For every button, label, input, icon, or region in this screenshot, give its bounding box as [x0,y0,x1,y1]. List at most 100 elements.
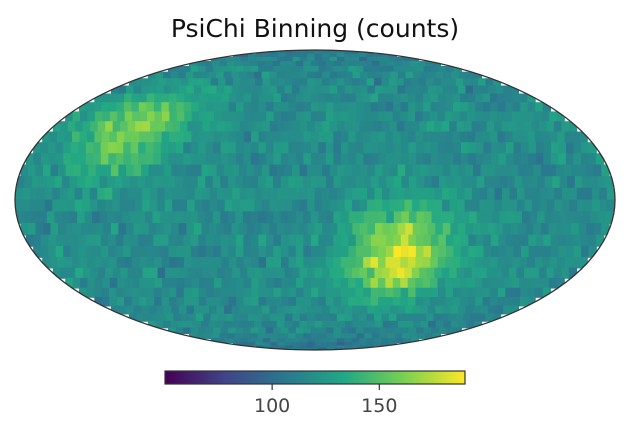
map-pixel [147,71,157,80]
map-pixel [258,245,267,258]
map-pixel [490,257,499,269]
map-pixel [355,287,365,298]
map-pixel [299,187,308,201]
map-pixel [228,111,238,123]
map-pixel [506,211,516,224]
map-pixel [184,277,193,289]
map-pixel [307,56,316,62]
map-pixel [329,267,338,279]
chart-title: PsiChi Binning (counts) [171,14,459,43]
map-pixel [359,313,368,322]
map-pixel [153,287,163,298]
map-pixel [333,153,342,166]
map-pixel [419,267,428,279]
map-pixel [243,65,252,73]
map-pixel [151,78,160,87]
map-pixel [295,277,305,289]
map-pixel [94,111,104,123]
map-pixel [164,199,174,213]
map-pixel [261,71,270,80]
map-pixel [400,142,410,155]
map-pixel [556,164,565,177]
map-pixel [373,56,383,62]
map-pixel [526,111,536,123]
map-pixel [160,142,170,155]
map-pixel [521,245,530,258]
map-pixel [322,320,331,329]
map-pixel [456,187,466,201]
map-pixel [488,164,497,177]
map-pixel [601,223,610,236]
map-pixel [190,234,200,247]
map-pixel [303,176,312,189]
map-pixel [318,257,327,269]
map-pixel [97,121,107,133]
map-pixel [473,71,483,80]
map-pixel [397,320,407,329]
map-pixel [480,164,489,177]
map-pixel [419,187,428,201]
map-pixel [262,342,271,347]
map-pixel [359,53,368,58]
map-pixel [247,267,256,279]
map-pixel [186,85,195,95]
map-pixel [333,211,342,224]
map-pixel [325,153,335,166]
map-pixel [318,93,327,103]
map-pixel [240,342,249,347]
map-pixel [415,142,425,155]
map-pixel [105,267,114,279]
map-pixel [419,199,428,213]
map-pixel [280,65,290,73]
map-pixel [273,142,282,155]
map-pixel [159,176,169,189]
map-pixel [16,176,26,189]
map-pixel [108,234,117,247]
map-pixel [452,287,462,298]
map-pixel [430,142,440,155]
map-pixel [261,305,271,315]
map-pixel [329,53,338,58]
map-pixel [370,65,380,73]
map-pixel [80,111,89,123]
map-pixel [27,223,37,236]
map-pixel [247,338,257,344]
map-pixel [460,257,469,269]
map-pixel [385,131,394,143]
map-pixel [549,131,558,143]
map-pixel [163,320,172,329]
map-pixel [483,142,492,155]
map-pixel [243,234,252,247]
map-pixel [593,223,603,236]
map-pixel [442,164,452,177]
map-pixel [326,347,335,350]
map-pixel [220,65,229,73]
map-pixel [367,164,376,177]
map-pixel [258,65,267,73]
map-pixel [422,111,431,123]
map-pixel [416,327,425,335]
map-pixel [426,78,435,87]
map-pixel [329,345,338,349]
map-pixel [209,305,218,315]
map-pixel [540,164,550,177]
map-pixel [527,297,536,307]
map-pixel [355,277,364,289]
map-pixel [273,211,282,224]
map-pixel [475,102,484,113]
map-pixel [348,142,357,155]
map-pixel [435,223,444,236]
map-pixel [418,78,427,87]
map-pixel [404,121,413,133]
map-pixel [505,234,515,247]
map-pixel [314,78,323,87]
map-pixel [366,56,375,62]
map-pixel [292,187,301,201]
map-pixel [318,287,327,298]
map-pixel [578,223,588,236]
map-pixel [381,53,390,58]
map-pixel [213,102,222,113]
map-pixel [195,78,204,87]
map-pixel [255,78,264,87]
map-pixel [303,287,312,298]
